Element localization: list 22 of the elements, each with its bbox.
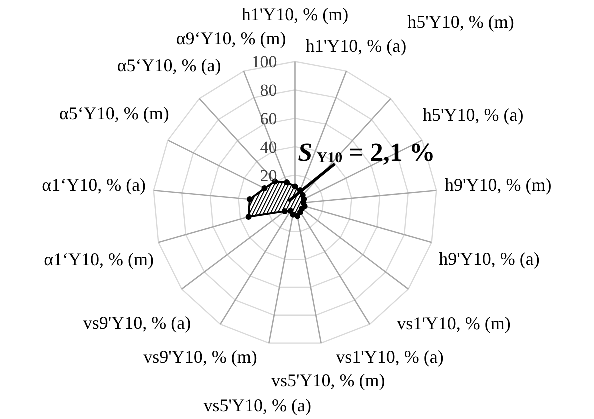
spoke-label: α5‘Y10, % (m) [59,104,170,124]
spoke-label: h9'Y10, % (a) [439,249,540,270]
spoke-label: vs9'Y10, % (m) [144,346,258,367]
y-tick-label: 80 [260,81,278,100]
y-tick-label: 40 [260,138,278,157]
y-tick-label: 20 [260,166,278,186]
spoke-label: α9‘Y10, % (m) [176,28,286,49]
spoke-label: h5'Y10, % (a) [423,105,524,126]
spoke-label: α1‘Y10, % (a) [42,175,146,196]
spoke-label: vs1'Y10, % (m) [397,314,511,334]
spoke-label: h9'Y10, % (m) [445,174,552,195]
y-tick-label: 60 [260,110,278,129]
spoke-label: α5‘Y10, % (a) [117,56,222,76]
y-tick-label: 100 [252,52,278,72]
spoke-label: vs5'Y10, % (m) [271,370,386,391]
spoke-label: h1'Y10, % (a) [306,36,407,56]
spoke-label: vs9'Y10, % (a) [83,313,192,334]
spoke-label: α1‘Y10, % (m) [44,250,154,270]
spoke-label: h1'Y10, % (m) [242,4,349,25]
spoke-label: vs1'Y10, % (a) [336,346,444,367]
spoke-label: h5'Y10, % (m) [408,12,514,32]
spoke-label: vs5'Y10, % (a) [204,395,312,416]
